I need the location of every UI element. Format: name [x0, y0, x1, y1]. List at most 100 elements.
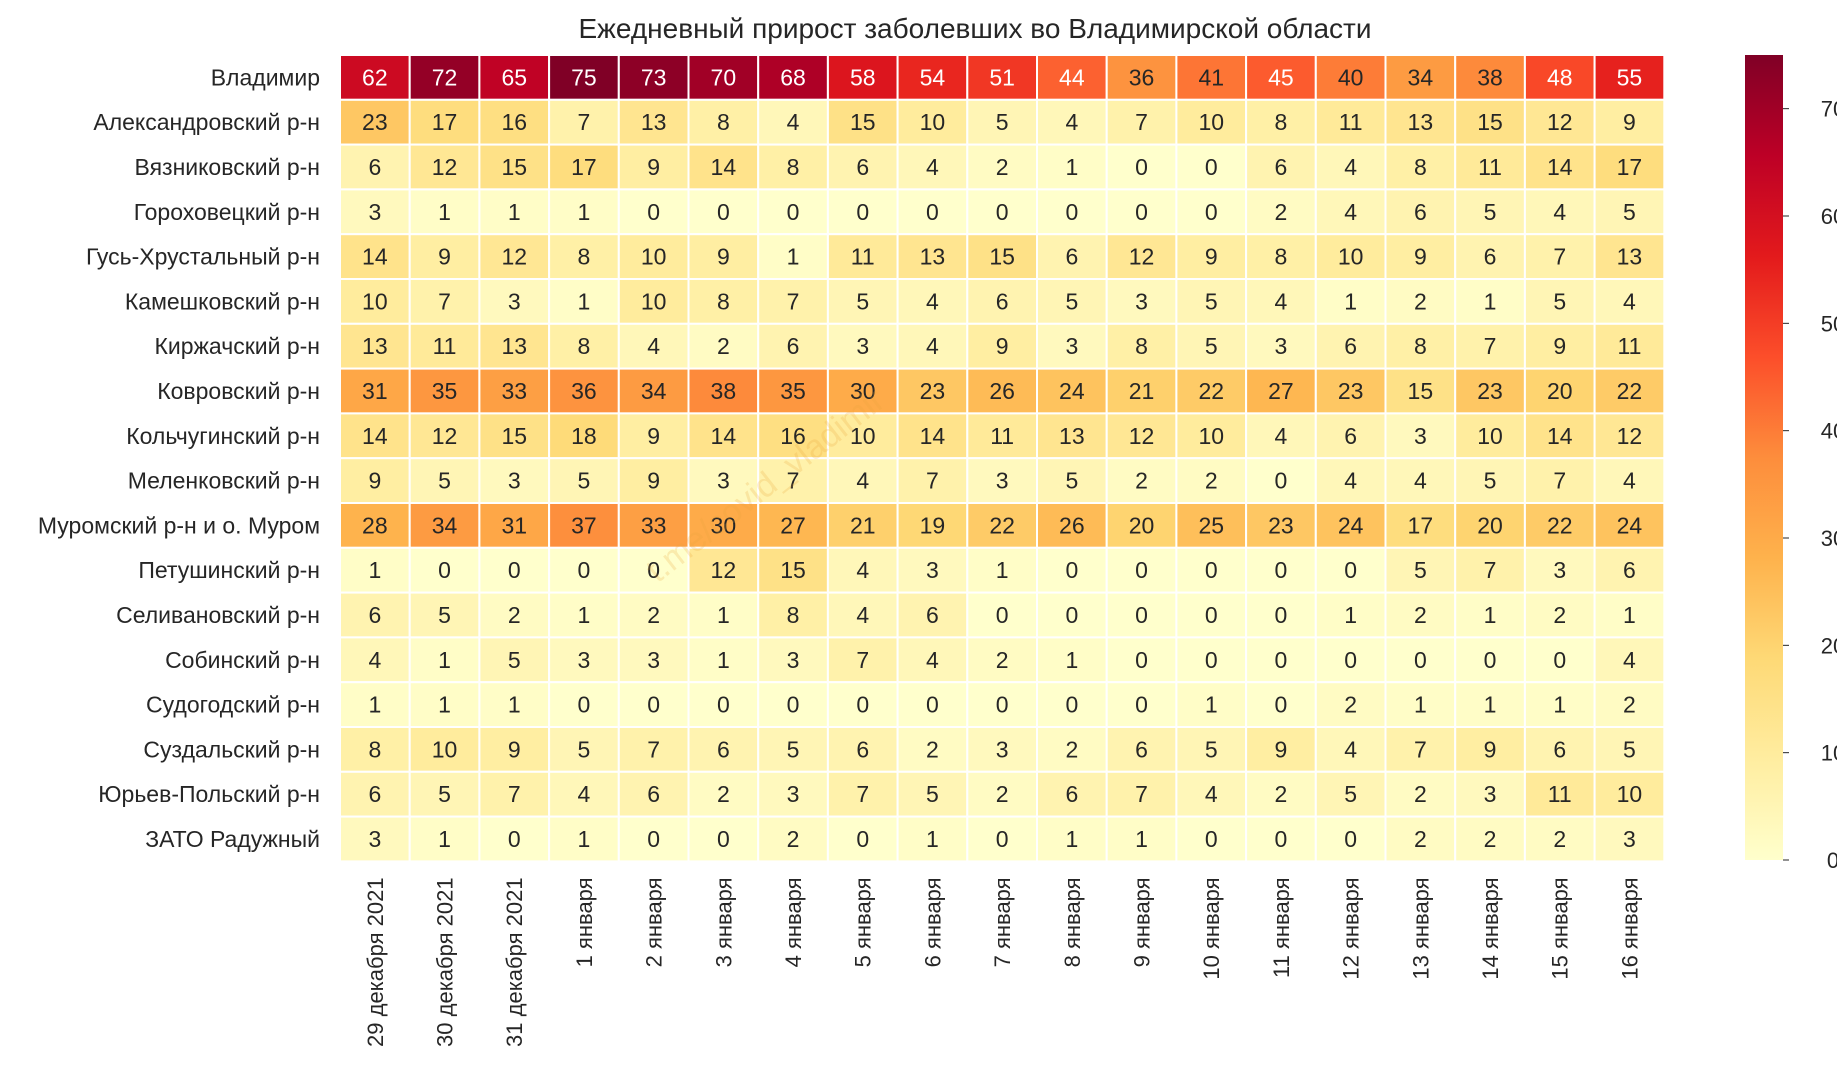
column-label: 5 января [851, 877, 876, 967]
heatmap-cell [408, 546, 481, 594]
heatmap-cell [1384, 726, 1457, 773]
cell-value-label: 0 [578, 692, 591, 718]
cell-value-label: 20 [1547, 378, 1573, 404]
heatmap-cell [757, 143, 829, 191]
cell-value-label: 4 [856, 602, 869, 628]
cell-value-label: 1 [1205, 692, 1218, 718]
cell-value-label: 2 [1135, 468, 1148, 494]
heatmap-cell [1036, 367, 1108, 415]
cell-value-label: 7 [508, 781, 521, 807]
cell-value-label: 4 [1205, 781, 1218, 807]
cell-value-label: 38 [711, 378, 737, 404]
heatmap-cell [1593, 457, 1666, 505]
column-label: 4 января [781, 877, 806, 967]
heatmap-cell [1593, 188, 1666, 236]
heatmap-cell [339, 322, 411, 370]
cell-value-label: 17 [432, 109, 458, 135]
cell-value-label: 11 [990, 423, 1014, 449]
row-label: Гороховецкий р-н [134, 199, 320, 225]
cell-value-label: 10 [641, 288, 667, 314]
cell-value-label: 7 [856, 781, 869, 807]
colorbar-tick-label: 20 [1821, 633, 1837, 658]
cell-value-label: 30 [711, 512, 737, 538]
cell-value-label: 1 [787, 244, 800, 270]
cell-value-label: 7 [1553, 468, 1566, 494]
cell-value-label: 0 [1135, 602, 1148, 628]
cell-value-label: 14 [362, 423, 388, 449]
cell-value-label: 24 [1059, 378, 1085, 404]
heatmap-cell [339, 457, 411, 505]
colorbar-tick-label: 70 [1821, 97, 1837, 122]
heatmap-cell [478, 815, 551, 863]
heatmap-cell [1036, 502, 1108, 549]
cell-value-label: 1 [438, 826, 451, 852]
row-label: Кольчугинский р-н [126, 423, 320, 449]
heatmap-cell [408, 322, 481, 370]
heatmap-cell [1593, 815, 1666, 863]
heatmap-cell [1036, 681, 1108, 729]
row-label: Владимир [211, 64, 320, 90]
heatmap-cell [966, 98, 1038, 146]
cell-value-label: 2 [996, 647, 1009, 673]
heatmap-cell [896, 726, 969, 773]
colorbar-tick-label: 10 [1821, 741, 1837, 766]
cell-value-label: 23 [1268, 512, 1294, 538]
cell-value-label: 7 [1484, 333, 1497, 359]
cell-value-label: 10 [1477, 423, 1503, 449]
row-label: Собинский р-н [165, 647, 320, 673]
cell-value-label: 5 [1623, 199, 1636, 225]
cell-value-label: 0 [1414, 647, 1427, 673]
cell-value-label: 33 [501, 378, 527, 404]
heatmap-cell [1175, 457, 1248, 505]
cell-value-label: 8 [1275, 244, 1288, 270]
cell-value-label: 22 [1617, 378, 1643, 404]
cell-value-label: 4 [926, 333, 939, 359]
cell-value-label: 1 [578, 288, 591, 314]
heatmap-cell [1593, 278, 1666, 325]
cell-value-label: 5 [1065, 288, 1078, 314]
cell-value-label: 1 [578, 826, 591, 852]
cell-value-label: 1 [926, 826, 939, 852]
heatmap-cell [1523, 188, 1596, 236]
cell-value-label: 5 [787, 736, 800, 762]
heatmap-cell [1454, 457, 1526, 505]
heatmap-cell [1105, 143, 1178, 191]
heatmap-cell [1036, 143, 1108, 191]
column-label: 13 января [1408, 877, 1433, 979]
cell-value-label: 2 [1275, 199, 1288, 225]
heatmap-cell [1454, 636, 1526, 684]
row-label: Селивановский р-н [116, 602, 320, 628]
heatmap-cell [1454, 278, 1526, 325]
heatmap-cell [1454, 98, 1526, 146]
heatmap-cell [1036, 636, 1108, 684]
cell-value-label: 5 [508, 647, 521, 673]
cell-value-label: 0 [647, 557, 660, 583]
cell-value-label: 10 [1198, 423, 1224, 449]
cell-value-label: 11 [433, 333, 457, 359]
heatmap-cell [1523, 143, 1596, 191]
cell-value-label: 1 [1414, 692, 1427, 718]
cell-value-label: 5 [438, 602, 451, 628]
cell-value-label: 6 [1344, 423, 1357, 449]
cell-value-label: 7 [1414, 736, 1427, 762]
cell-value-label: 40 [1338, 64, 1364, 90]
cell-value-label: 4 [1414, 468, 1427, 494]
cell-value-label: 24 [1338, 512, 1364, 538]
cell-value-label: 0 [647, 826, 660, 852]
cell-value-label: 16 [780, 423, 806, 449]
cell-value-label: 37 [571, 512, 597, 538]
cell-value-label: 25 [1198, 512, 1224, 538]
heatmap-cell [617, 770, 690, 818]
cell-value-label: 3 [647, 647, 660, 673]
cell-value-label: 4 [1344, 468, 1357, 494]
heatmap-cell [1454, 412, 1526, 460]
heatmap-cell [1454, 815, 1526, 863]
cell-value-label: 2 [1205, 468, 1218, 494]
cell-value-label: 21 [1129, 378, 1155, 404]
heatmap-cell [1384, 367, 1457, 415]
heatmap-cell [1593, 412, 1666, 460]
cell-value-label: 2 [647, 602, 660, 628]
cell-value-label: 19 [920, 512, 946, 538]
heatmap-cell [1245, 636, 1317, 684]
heatmap-cell [1523, 726, 1596, 773]
